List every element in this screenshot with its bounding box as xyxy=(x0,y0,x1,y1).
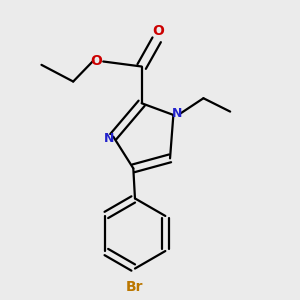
Text: N: N xyxy=(104,132,114,145)
Text: Br: Br xyxy=(126,280,144,294)
Text: O: O xyxy=(90,54,102,68)
Text: O: O xyxy=(152,24,164,38)
Text: N: N xyxy=(172,107,183,120)
